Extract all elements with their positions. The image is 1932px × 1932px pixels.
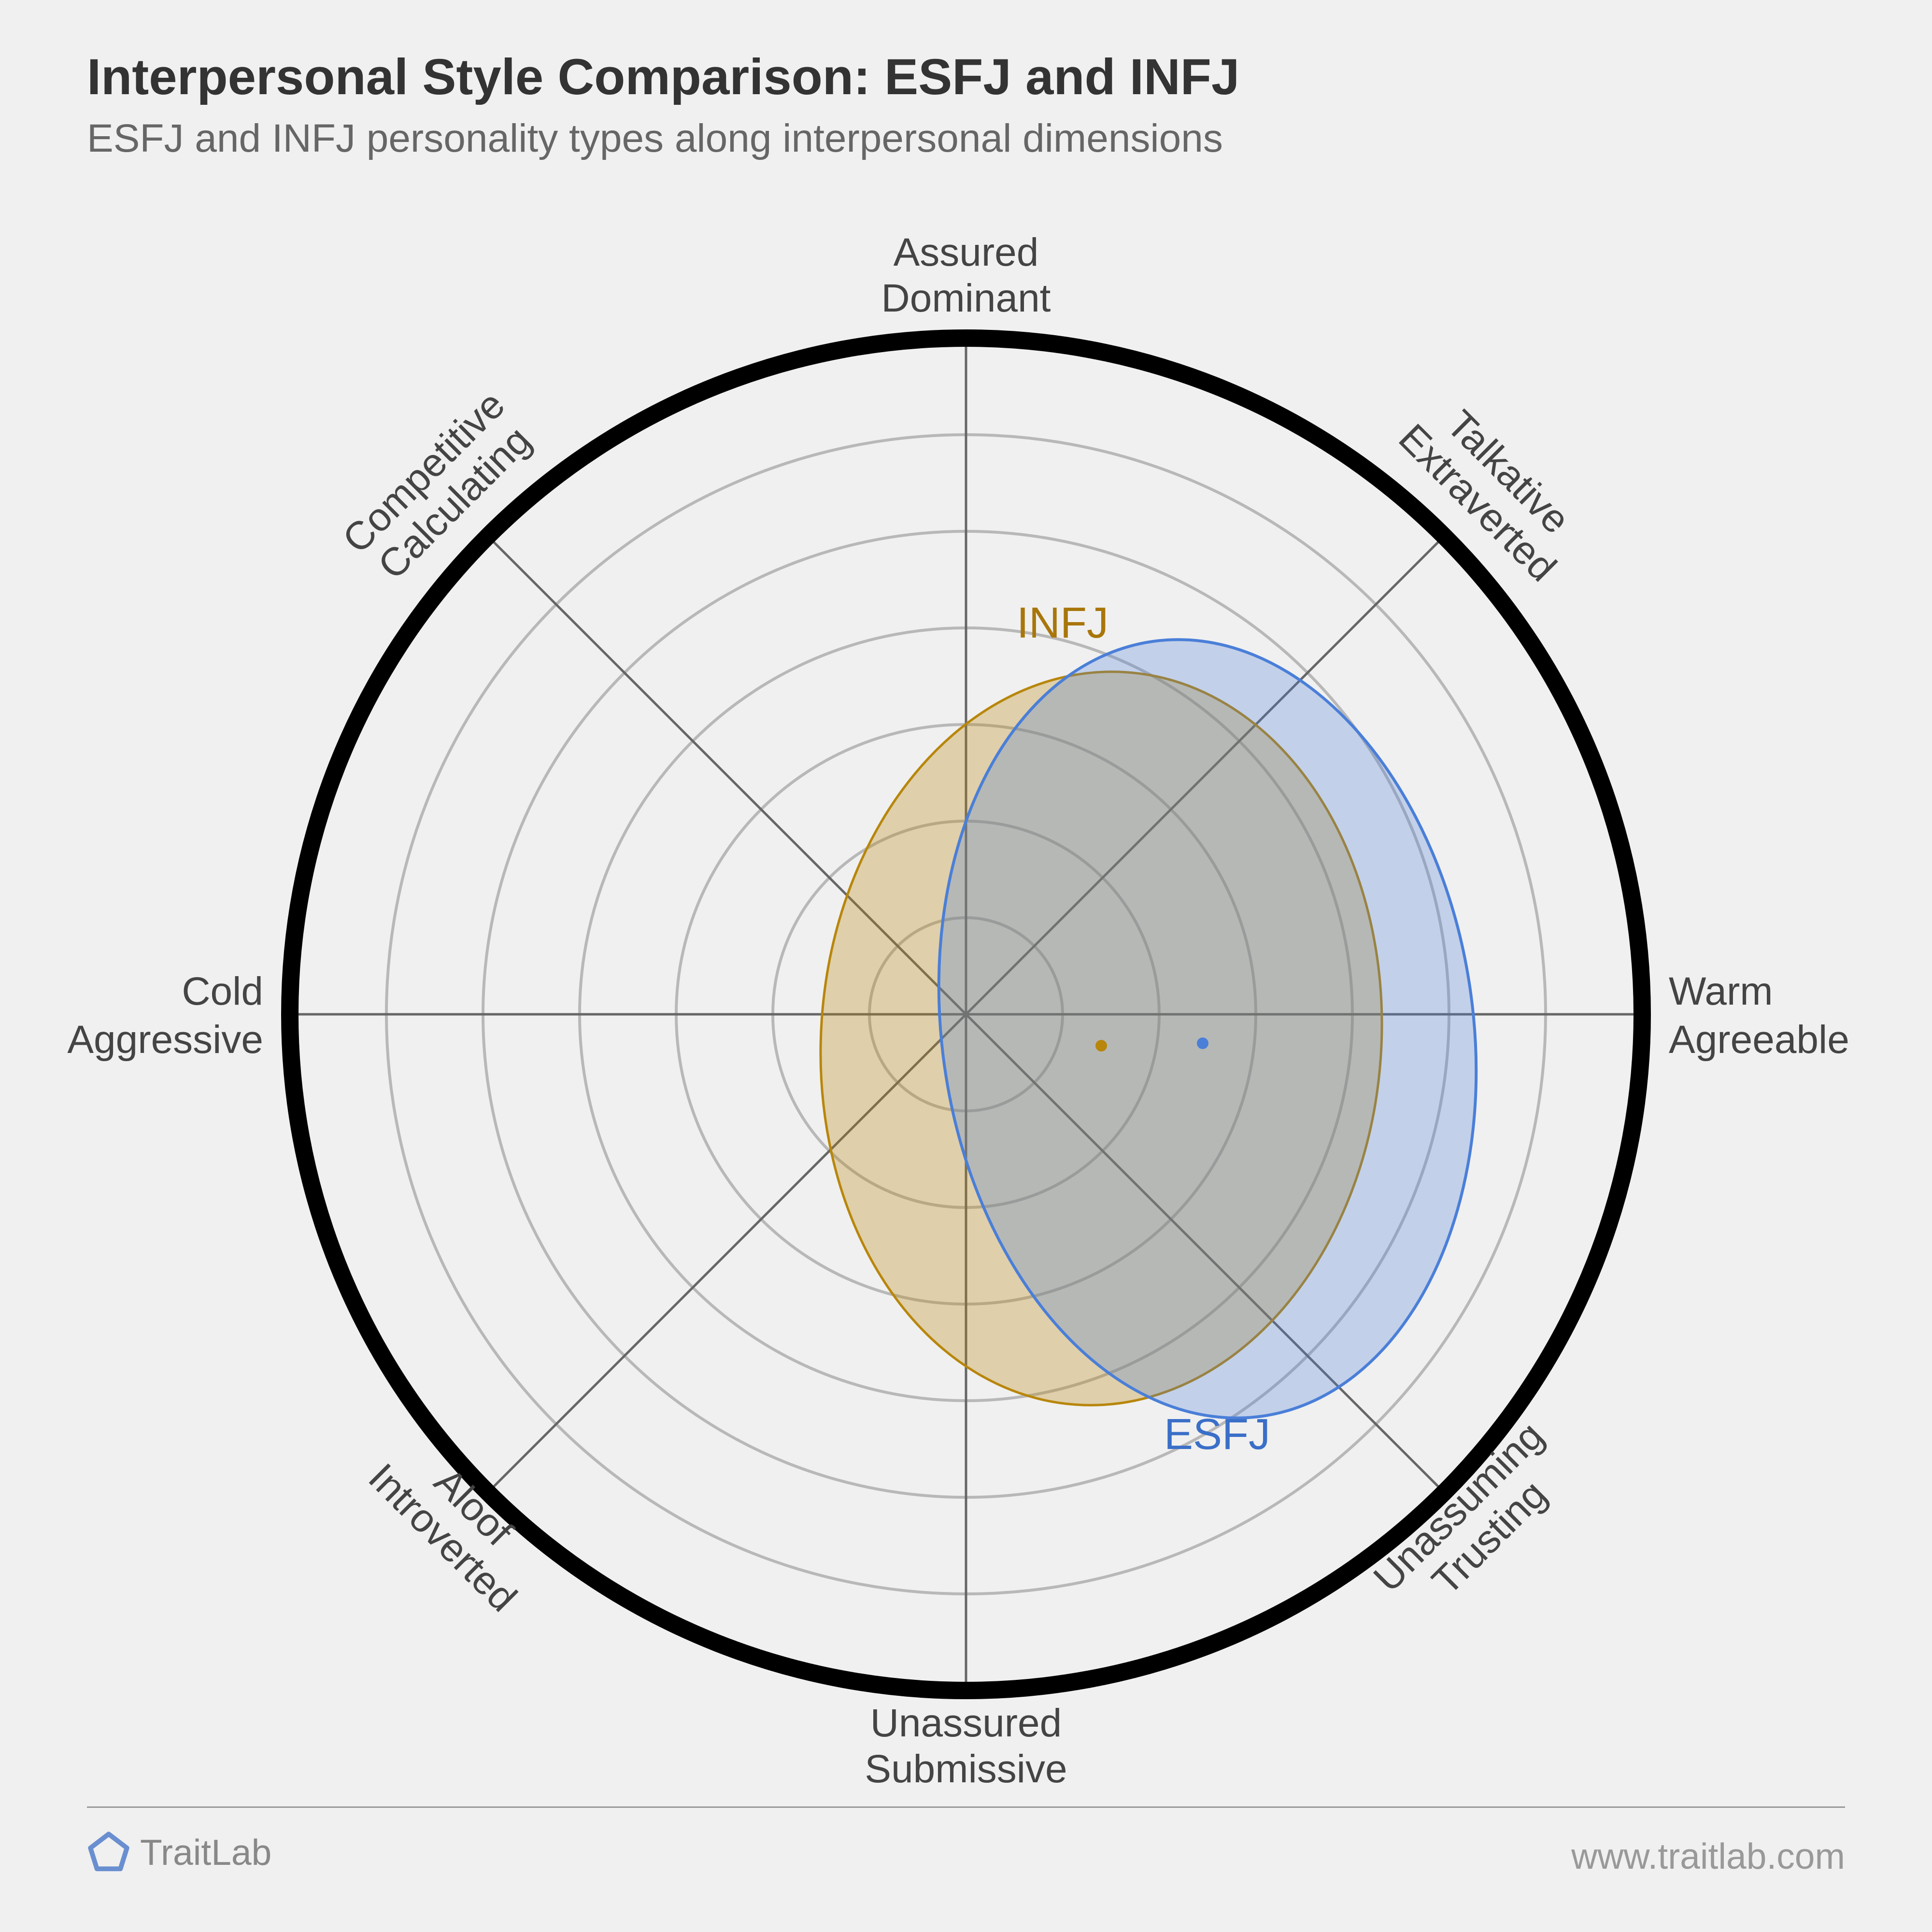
axis-label: Cold [182, 969, 263, 1013]
series-center-infj [1095, 1040, 1107, 1051]
footer-divider [87, 1806, 1845, 1808]
series-center-esfj [1197, 1037, 1208, 1049]
footer-url: www.traitlab.com [1571, 1835, 1845, 1877]
axis-label: Agreeable [1669, 1018, 1849, 1062]
circumplex-chart: INFJESFJDominantAssuredExtravertedTalkat… [0, 0, 1932, 1932]
series-label-infj: INFJ [1017, 599, 1108, 647]
chart-container: { "title": "Interpersonal Style Comparis… [0, 0, 1932, 1932]
brand-text: TraitLab [140, 1832, 271, 1873]
axis-label: Assured [894, 230, 1039, 274]
axis-label: Unassured [870, 1701, 1062, 1745]
axis-label: Submissive [865, 1747, 1067, 1791]
axis-label: Dominant [881, 276, 1051, 320]
footer-brand: TraitLab [87, 1831, 271, 1874]
axis-label: Warm [1669, 969, 1773, 1013]
axis-label: Aggressive [67, 1018, 263, 1062]
series-label-esfj: ESFJ [1164, 1410, 1270, 1459]
traitlab-logo-icon [87, 1831, 130, 1874]
